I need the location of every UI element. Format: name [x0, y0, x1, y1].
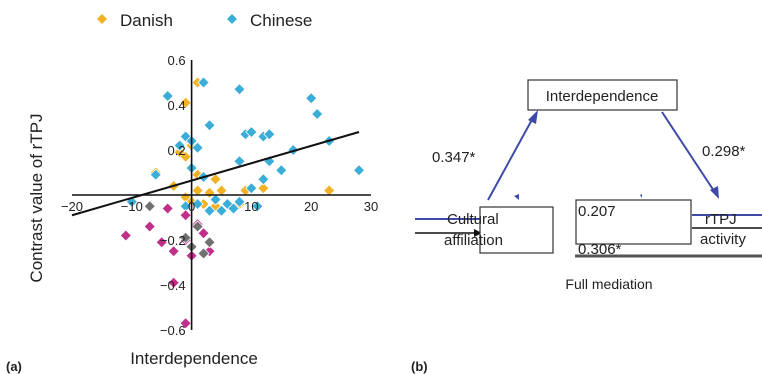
path-a-coefficient: 0.347*	[432, 149, 476, 166]
legend-marker-chinese	[227, 14, 237, 24]
legend-label-danish: Danish	[120, 11, 173, 30]
data-point	[251, 200, 264, 213]
data-point	[191, 184, 204, 197]
predictor-label-line1: Cultural	[447, 211, 499, 228]
data-point	[197, 76, 210, 89]
data-point	[155, 236, 168, 249]
data-point	[323, 184, 336, 197]
data-point	[275, 164, 288, 177]
trend-line	[71, 131, 360, 217]
data-point	[257, 173, 270, 186]
data-point	[161, 202, 174, 215]
direct-effect-box	[575, 199, 692, 245]
y-axis-title: Contrast value of rTPJ	[27, 113, 46, 282]
predictor-box	[479, 206, 554, 254]
data-point	[167, 276, 180, 289]
path-b-coefficient: 0.298*	[702, 143, 746, 160]
data-point	[179, 150, 192, 163]
y-tick-label: −0.4	[160, 278, 186, 293]
path-a-arrow	[487, 115, 535, 201]
mediation-caption: Full mediation	[565, 276, 652, 292]
x-tick-label: −20	[61, 199, 83, 214]
data-point	[179, 317, 192, 330]
path-a-arrowhead	[528, 110, 538, 124]
legend: Danish Chinese	[97, 11, 312, 30]
data-point	[245, 125, 258, 139]
x-tick-label: 30	[364, 199, 378, 214]
connector-mark-left	[514, 194, 519, 200]
legend-marker-danish	[97, 14, 107, 24]
data-point	[191, 141, 204, 154]
x-tick-label: 10	[244, 199, 258, 214]
x-tick-label: 0	[188, 199, 195, 214]
data-point	[179, 231, 192, 244]
y-tick-label: −0.6	[160, 323, 186, 338]
y-tick-label: 0.4	[168, 98, 186, 113]
x-tick-label: 20	[304, 199, 318, 214]
axis-ticks: −20 −10 0 10 20 30 −0.6 −0.4 −0.2 0.2 0.4 0.6	[61, 53, 378, 338]
data-point	[203, 204, 216, 217]
data-point	[203, 119, 216, 132]
data-point	[245, 182, 258, 195]
path-b-arrow	[661, 111, 717, 195]
data-point	[173, 139, 186, 152]
path-b-arrowhead	[710, 186, 719, 199]
data-point	[215, 184, 228, 197]
data-point	[233, 83, 246, 96]
data-point	[161, 89, 174, 103]
data-point	[209, 193, 222, 206]
data-point	[257, 182, 270, 195]
outcome-label-line1: rTPJ	[705, 211, 737, 228]
data-point	[179, 209, 192, 222]
data-point	[179, 96, 192, 109]
predictor-label-line2: affiliation	[444, 232, 503, 249]
x-tick-label: −10	[121, 199, 143, 214]
data-point	[149, 168, 162, 181]
x-axis-title: Interdependence	[130, 349, 258, 368]
data-point	[143, 200, 156, 213]
data-point	[352, 164, 366, 177]
y-tick-label: −0.2	[160, 233, 186, 248]
data-points	[119, 76, 366, 330]
data-point	[209, 173, 222, 186]
total-effect-coefficient: 0.306*	[578, 241, 622, 258]
data-point	[167, 245, 180, 258]
data-point	[197, 247, 210, 260]
data-point	[191, 197, 204, 211]
data-point	[233, 195, 246, 208]
data-point	[305, 92, 318, 105]
data-point	[197, 227, 210, 240]
data-point	[191, 220, 204, 233]
mediator-label: Interdependence	[546, 88, 659, 105]
direct-effect-coefficient: 0.207	[578, 203, 616, 220]
panel-label-b: (b)	[411, 359, 428, 374]
outcome-label-line2: activity	[700, 231, 746, 248]
data-point	[311, 107, 324, 121]
predictor-arrowhead	[474, 229, 482, 237]
connector-mark-middle	[640, 194, 642, 198]
data-point	[119, 229, 132, 242]
data-point	[143, 220, 156, 233]
y-tick-label: 0.6	[168, 53, 186, 68]
panel-label-a: (a)	[6, 359, 22, 374]
data-point	[203, 236, 216, 249]
y-tick-label: 0.2	[168, 143, 186, 158]
data-point	[227, 202, 240, 215]
scatter-chart: Danish Chinese −20 −10 0 10 20 30 −0.6 −0.4 −0.2…	[27, 11, 378, 368]
mediator-box	[527, 79, 678, 111]
data-point	[263, 128, 276, 141]
data-point	[215, 204, 228, 217]
legend-label-chinese: Chinese	[250, 11, 312, 30]
mediation-diagram: Interdependence 0.347* 0.298* Cultural a…	[415, 79, 762, 292]
